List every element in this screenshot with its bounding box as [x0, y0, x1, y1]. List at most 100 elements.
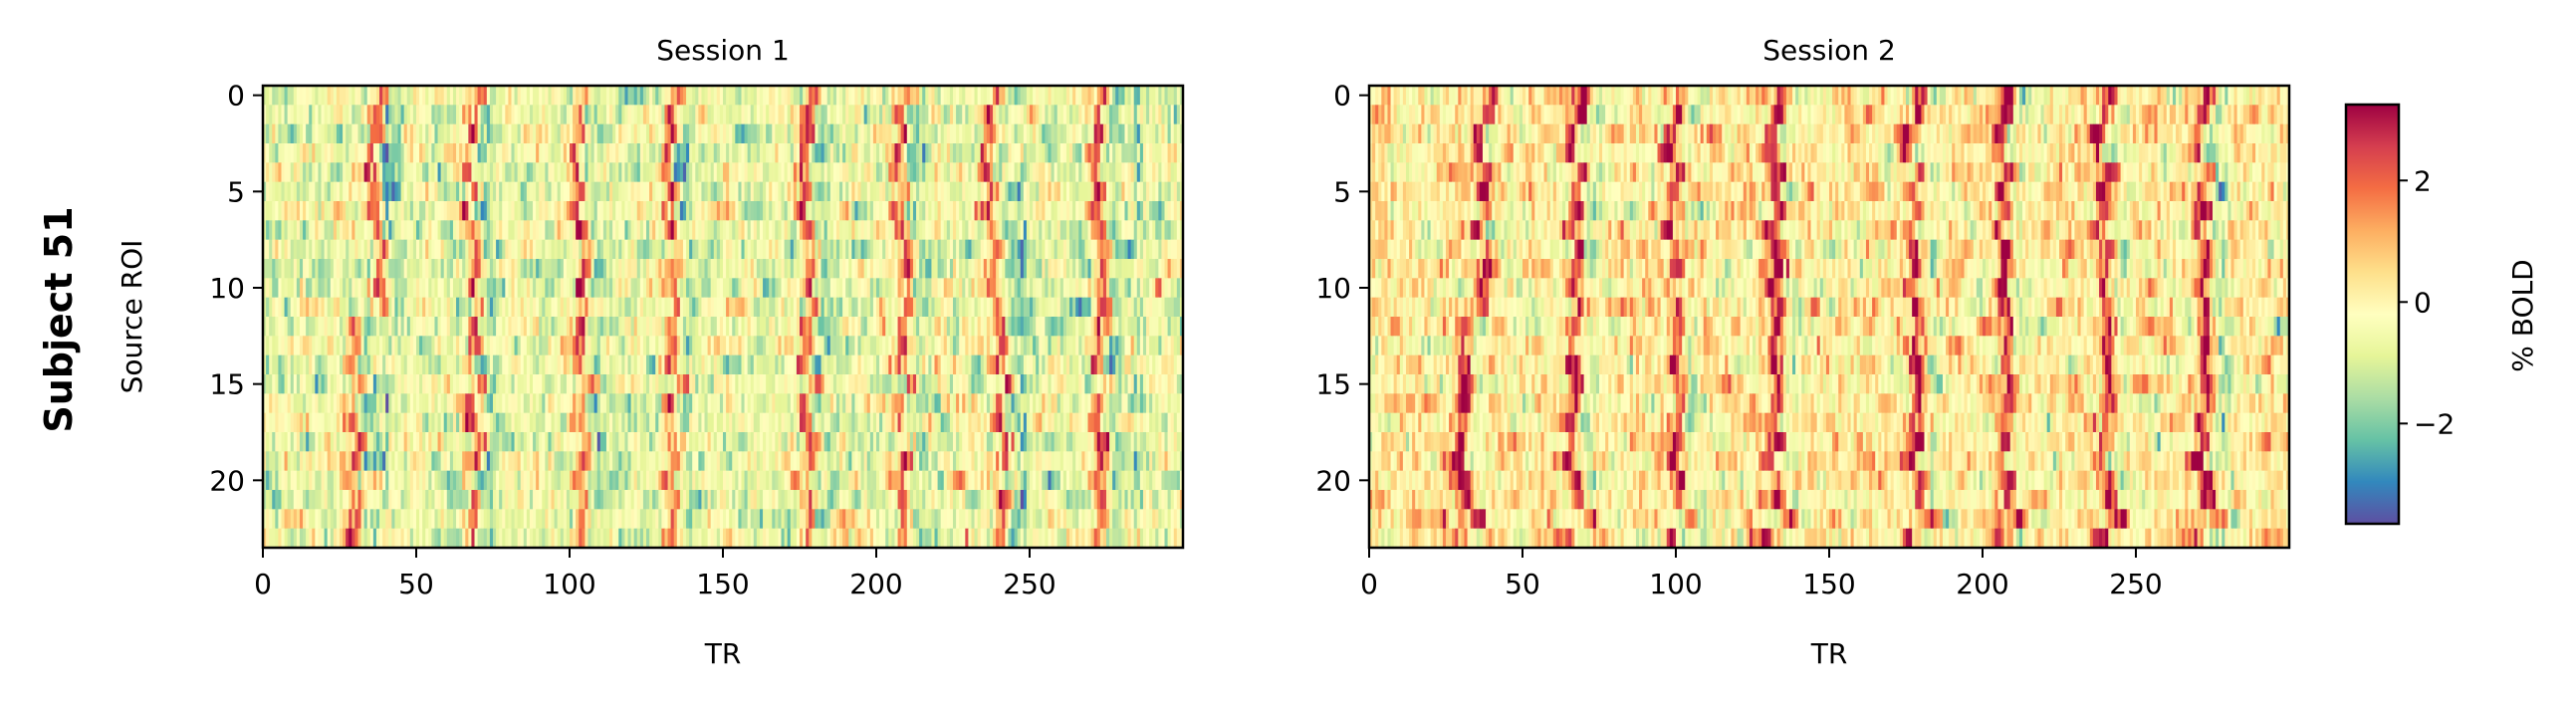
heatmap-cell: [272, 239, 276, 260]
heatmap-cell: [806, 354, 810, 375]
heatmap-cell: [670, 181, 675, 202]
heatmap-cell: [796, 220, 801, 241]
heatmap-cell: [1146, 181, 1150, 202]
heatmap-cell: [388, 354, 392, 375]
heatmap-cell: [829, 86, 834, 106]
heatmap-cell: [437, 393, 442, 414]
heatmap-cell: [959, 259, 963, 279]
heatmap-cell: [278, 86, 282, 106]
heatmap-cell: [1048, 143, 1053, 163]
heatmap-cell: [321, 336, 326, 356]
heatmap-cell: [633, 354, 638, 375]
heatmap-cell: [747, 239, 752, 260]
heatmap-cell: [372, 259, 377, 279]
heatmap-cell: [1124, 336, 1129, 356]
heatmap-cell: [1090, 105, 1095, 125]
heatmap-cell: [468, 317, 472, 337]
heatmap-cell: [806, 374, 810, 394]
heatmap-cell: [394, 259, 399, 279]
heatmap-cell: [536, 278, 540, 299]
heatmap-cell: [1161, 105, 1166, 125]
heatmap-cell: [449, 123, 454, 144]
heatmap-cell: [832, 278, 837, 299]
heatmap-cell: [496, 143, 500, 163]
heatmap-cell: [1179, 297, 1184, 318]
heatmap-cell: [563, 181, 568, 202]
heatmap-cell: [1146, 201, 1150, 221]
heatmap-cell: [284, 162, 289, 183]
heatmap-cell: [983, 201, 988, 221]
heatmap-cell: [689, 105, 693, 125]
heatmap-cell: [642, 201, 647, 221]
heatmap-cell: [428, 354, 432, 375]
heatmap-cell: [719, 354, 724, 375]
heatmap-cell: [508, 336, 512, 356]
heatmap-cell: [284, 297, 289, 318]
heatmap-cell: [585, 336, 588, 356]
heatmap-cell: [545, 374, 549, 394]
heatmap-cell: [1152, 143, 1156, 163]
heatmap-cell: [919, 336, 923, 356]
heatmap-cell: [1020, 354, 1025, 375]
heatmap-cell: [272, 181, 276, 202]
heatmap-cell: [848, 259, 852, 279]
heatmap-cell: [1090, 336, 1095, 356]
heatmap-cell: [1075, 336, 1079, 356]
heatmap-cell: [309, 105, 313, 125]
heatmap-cell: [422, 278, 426, 299]
heatmap-cell: [989, 181, 994, 202]
heatmap-cell: [713, 162, 718, 183]
heatmap-cell: [778, 278, 783, 299]
heatmap-cell: [446, 259, 451, 279]
heatmap-cell: [931, 181, 936, 202]
heatmap-cell: [646, 105, 650, 125]
heatmap-cell: [900, 354, 905, 375]
heatmap-cell: [1164, 259, 1169, 279]
heatmap-cell: [1002, 259, 1006, 279]
heatmap-cell: [1167, 86, 1172, 106]
heatmap-cell: [1059, 220, 1064, 241]
heatmap-cell: [354, 162, 358, 183]
heatmap-cell: [533, 143, 537, 163]
heatmap-cell: [576, 181, 580, 202]
heatmap-cell: [431, 220, 435, 241]
heatmap-cell: [363, 297, 368, 318]
heatmap-cell: [526, 181, 531, 202]
heatmap-cell: [582, 239, 585, 260]
heatmap-cell: [346, 297, 350, 318]
heatmap-cell: [293, 220, 298, 241]
heatmap-cell: [806, 259, 810, 279]
heatmap-cell: [1130, 220, 1135, 241]
heatmap-cell: [452, 86, 457, 106]
heatmap-cell: [931, 86, 936, 106]
heatmap-cell: [977, 201, 982, 221]
heatmap-cell: [763, 201, 767, 221]
heatmap-cell: [275, 162, 279, 183]
heatmap-cell: [391, 86, 395, 106]
heatmap-cell: [536, 123, 540, 144]
heatmap-cell: [366, 201, 371, 221]
heatmap-cell: [590, 297, 595, 318]
heatmap-cell: [909, 239, 914, 260]
heatmap-cell: [1020, 259, 1025, 279]
heatmap-cell: [1078, 181, 1082, 202]
heatmap-cell: [400, 259, 405, 279]
heatmap-cell: [579, 393, 583, 414]
heatmap-cell: [646, 354, 650, 375]
heatmap-cell: [343, 278, 347, 299]
heatmap-cell: [750, 105, 755, 125]
heatmap-cell: [351, 374, 355, 394]
heatmap-cell: [832, 336, 837, 356]
heatmap-cell: [416, 86, 420, 106]
heatmap-cell: [573, 374, 577, 394]
heatmap-cell: [845, 162, 849, 183]
heatmap-cell: [366, 143, 371, 163]
heatmap-cell: [551, 181, 556, 202]
heatmap-cell: [385, 105, 389, 125]
heatmap-cell: [832, 162, 837, 183]
heatmap-cell: [639, 278, 644, 299]
heatmap-cell: [382, 239, 386, 260]
heatmap-cell: [652, 239, 656, 260]
heatmap-cell: [845, 143, 849, 163]
heatmap-cell: [971, 181, 976, 202]
